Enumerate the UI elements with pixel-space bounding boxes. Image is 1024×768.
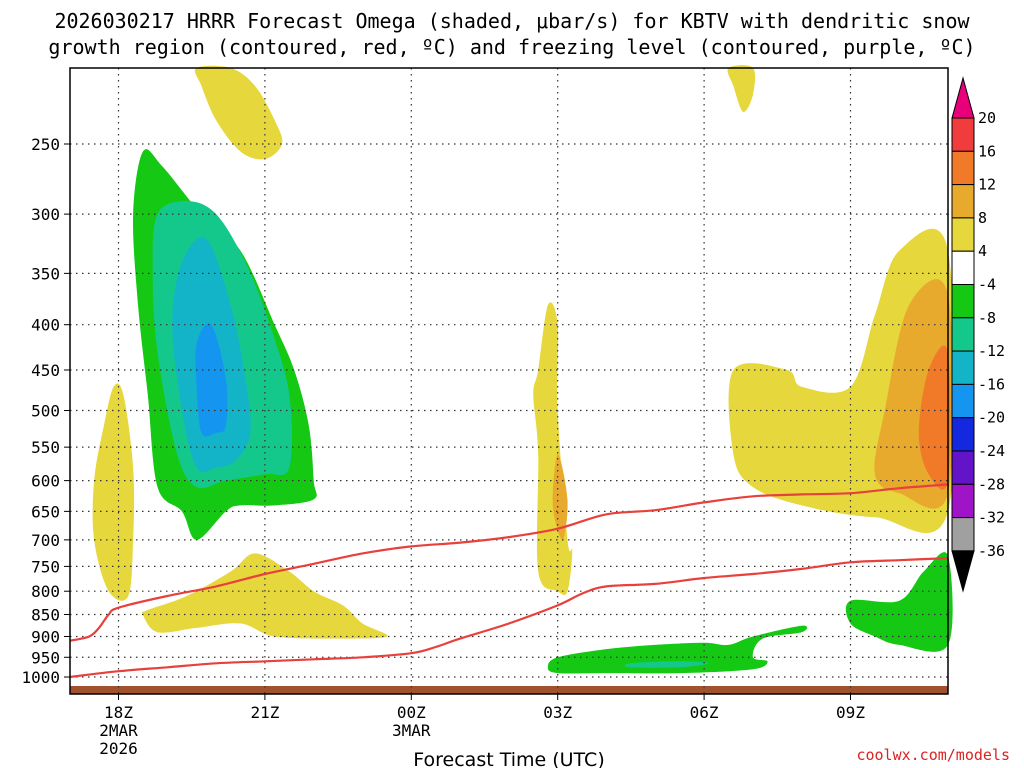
plot-frame xyxy=(69,67,949,695)
colorbar-label: -20 xyxy=(978,409,1005,427)
colorbar-segment xyxy=(951,450,975,485)
colorbar-segment xyxy=(951,150,975,186)
y-tick-label: 650 xyxy=(31,502,60,521)
omega-shading xyxy=(92,65,956,674)
colorbar-label: 4 xyxy=(978,242,987,260)
y-tick-label: 300 xyxy=(31,205,60,224)
grid-lines xyxy=(70,68,948,694)
credit-text: coolwx.com/models xyxy=(856,746,1010,764)
y-tick-label: 950 xyxy=(31,648,60,667)
chart-title: 2026030217 HRRR Forecast Omega (shaded, … xyxy=(0,8,1024,60)
colorbar-segment xyxy=(951,117,975,152)
x-tick-label: 06Z xyxy=(690,703,719,722)
colorbar-label: -12 xyxy=(978,342,1005,360)
chart-title-line1: 2026030217 HRRR Forecast Omega (shaded, … xyxy=(54,9,970,33)
chart-title-line2: growth region (contoured, red, ºC) and f… xyxy=(48,35,976,59)
y-tick-label: 400 xyxy=(31,316,60,335)
colorbar-label: 12 xyxy=(978,176,996,194)
colorbar-segment xyxy=(951,284,975,319)
colorbar-segment xyxy=(951,217,975,252)
x-tick-label: 03Z xyxy=(543,703,572,722)
x-tick-label: 00Z xyxy=(397,703,426,722)
y-axis-ticks: 250 300 350 400 450 500 550 600 650 700 750 800 850 9… xyxy=(21,135,70,687)
ground-bar xyxy=(70,686,948,694)
colorbar-label: 16 xyxy=(978,142,996,160)
x-tick-label: 09Z xyxy=(836,703,865,722)
colorbar-label: -4 xyxy=(978,276,996,294)
y-tick-label: 700 xyxy=(31,531,60,550)
x-tick-label: 21Z xyxy=(250,703,279,722)
colorbar: 20 16 12 8 4 -4 -8 -12 -16 -20 -24 -28 -32 -36 xyxy=(951,76,1005,593)
y-tick-label: 550 xyxy=(31,438,60,457)
colorbar-label: -16 xyxy=(978,375,1005,393)
dgz-contour-0 xyxy=(69,483,949,642)
omega-region-6 xyxy=(552,454,568,540)
x-tick-sublabel: 3MAR xyxy=(392,721,431,740)
colorbar-segment xyxy=(951,483,975,519)
colorbar-segment xyxy=(951,417,975,452)
omega-region-10 xyxy=(547,625,808,674)
x-tick-sublabel: 2026 xyxy=(99,739,138,758)
y-tick-label: 250 xyxy=(31,135,60,154)
y-tick-label: 450 xyxy=(31,361,60,380)
colorbar-top-arrow xyxy=(951,76,975,119)
omega-region-11 xyxy=(845,552,953,652)
x-axis-label: Forecast Time (UTC) xyxy=(413,749,604,768)
colorbar-label: -28 xyxy=(978,475,1005,493)
colorbar-label: -24 xyxy=(978,442,1005,460)
y-tick-label: 350 xyxy=(31,264,60,283)
omega-region-0 xyxy=(194,65,283,160)
y-tick-label: 800 xyxy=(31,582,60,601)
colorbar-label: -32 xyxy=(978,509,1005,527)
colorbar-segment xyxy=(951,184,975,219)
x-tick-label: 18Z xyxy=(104,703,133,722)
colorbar-segment xyxy=(951,250,975,285)
omega-region-15 xyxy=(195,323,228,437)
colorbar-segment xyxy=(951,383,975,419)
colorbar-label: -36 xyxy=(978,542,1005,560)
colorbar-label: 20 xyxy=(978,109,996,127)
dgz-contours xyxy=(69,483,949,679)
omega-region-1 xyxy=(727,65,756,113)
y-tick-label: 900 xyxy=(31,627,60,646)
colorbar-label: 8 xyxy=(978,209,987,227)
x-tick-sublabel: 2MAR xyxy=(99,721,138,740)
omega-region-8 xyxy=(918,345,951,490)
colorbar-bottom-arrow xyxy=(951,550,975,593)
colorbar-label: -8 xyxy=(978,309,996,327)
dgz-contour-1 xyxy=(69,557,949,679)
omega-region-13 xyxy=(624,661,709,668)
y-tick-label: 850 xyxy=(31,606,60,625)
colorbar-segment xyxy=(951,317,975,352)
colorbar-segment xyxy=(951,350,975,385)
y-tick-label: 600 xyxy=(31,472,60,491)
colorbar-segment xyxy=(951,517,975,552)
omega-region-2 xyxy=(92,383,135,601)
y-tick-label: 500 xyxy=(31,402,60,421)
y-tick-label: 1000 xyxy=(21,668,60,687)
y-tick-label: 750 xyxy=(31,557,60,576)
omega-region-4 xyxy=(533,302,573,596)
